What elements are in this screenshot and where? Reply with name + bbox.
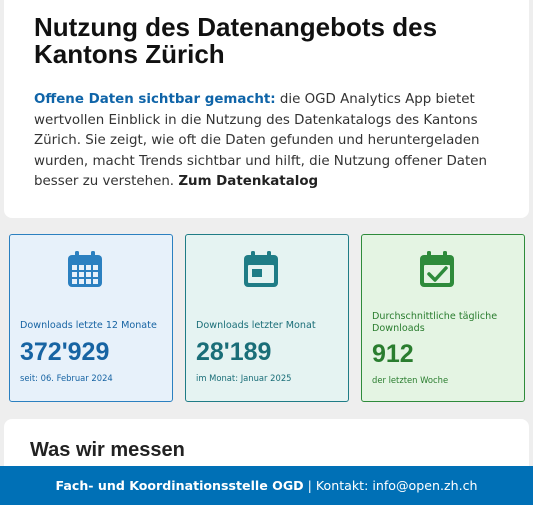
page-title: Nutzung des Datenangebots des Kantons Zü…	[34, 12, 438, 69]
footer-organization: Fach- und Koordinationsstelle OGD	[55, 478, 304, 493]
footer: Fach- und Koordinationsstelle OGD | Kontak…	[0, 466, 533, 505]
calendar-grid-icon	[68, 251, 102, 287]
stat-card-daily-average: Durchschnittliche tägliche Downloads 912…	[361, 234, 525, 402]
intro-highlight: Offene Daten sichtbar gemacht:	[34, 92, 276, 107]
stat-subtext: seit: 06. Februar 2024	[20, 373, 113, 383]
section-title: Was wir messen	[30, 439, 185, 461]
stat-label: Durchschnittliche tägliche Downloads	[372, 311, 498, 334]
stat-subtext: der letzten Woche	[372, 375, 449, 385]
intro-text: Offene Daten sichtbar gemacht: die OGD A…	[34, 90, 504, 193]
stat-label: Downloads letzter Monat	[196, 320, 316, 331]
footer-separator: |	[307, 478, 312, 493]
stat-card-downloads-12-months: Downloads letzte 12 Monate 372'929 seit:…	[9, 234, 173, 402]
stat-value: 28'189	[196, 338, 272, 366]
footer-contact-link[interactable]: Kontakt: info@open.zh.ch	[315, 478, 478, 493]
stat-label: Downloads letzte 12 Monate	[20, 320, 157, 331]
intro-card: Nutzung des Datenangebots des Kantons Zü…	[4, 0, 529, 218]
stat-value: 372'929	[20, 338, 110, 366]
data-catalog-link[interactable]: Zum Datenkatalog	[178, 174, 319, 189]
calendar-month-icon	[244, 251, 278, 287]
stat-subtext: im Monat: Januar 2025	[196, 373, 292, 383]
intro-body: die OGD Analytics App bietet wertvollen …	[34, 92, 487, 189]
calendar-check-icon	[420, 251, 454, 287]
stat-value: 912	[372, 340, 414, 368]
stat-card-downloads-last-month: Downloads letzter Monat 28'189 im Monat:…	[185, 234, 349, 402]
